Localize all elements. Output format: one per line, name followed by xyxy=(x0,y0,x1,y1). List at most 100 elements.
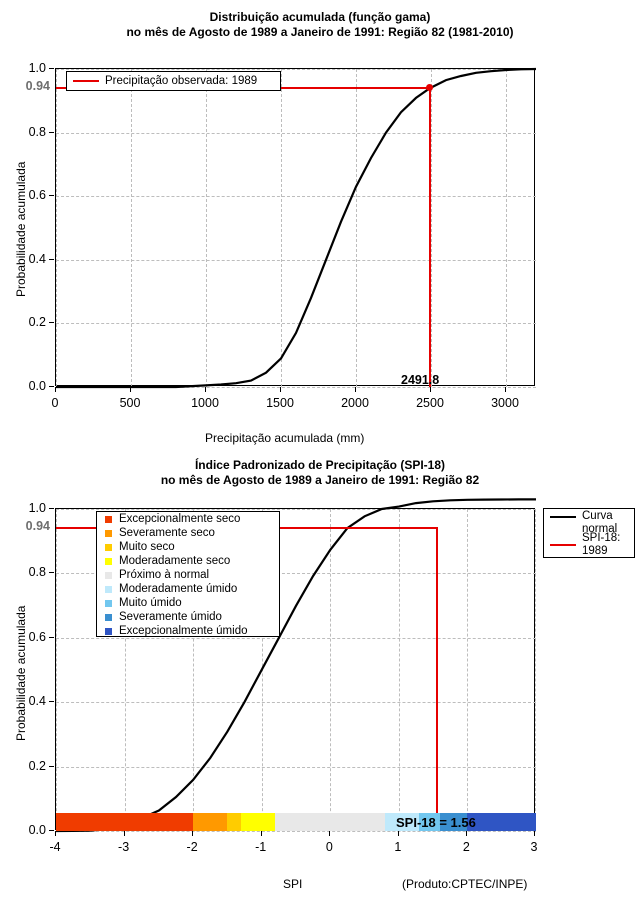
xtick-label-3: 3 xyxy=(530,840,538,854)
legend-item-severamente-seco: Severamente seco xyxy=(97,526,279,540)
observed-point-marker xyxy=(426,84,433,91)
xtick-mark xyxy=(534,831,535,836)
gridline-y-0.8 xyxy=(56,132,536,134)
legend-item-curva-normal: Curva normal xyxy=(544,509,634,537)
ytick-mark xyxy=(49,68,54,69)
category-color-swatch-icon xyxy=(105,613,112,621)
xtick-label--2: -2 xyxy=(186,840,198,854)
legend-item-label: Moderadamente seco xyxy=(119,554,231,567)
gridline-x-1 xyxy=(398,509,400,831)
category-color-swatch-icon xyxy=(105,529,112,537)
legend-item-muito-seco: Muito seco xyxy=(97,540,279,554)
legend-item-excepcionalmente-umido: Excepcionalmente úmido xyxy=(97,624,279,638)
colorbar-segment-moderadamente-umido xyxy=(385,813,420,831)
ytick-mark xyxy=(49,572,54,574)
gridline-y-1.0 xyxy=(56,69,536,70)
gridline-x-2000 xyxy=(356,69,357,387)
colorbar-segment-excepcionalmente-umido xyxy=(467,813,536,831)
xtick-label-3000: 3000 xyxy=(491,396,519,410)
category-color-swatch-icon xyxy=(105,557,112,565)
chart-title-spi: Índice Padronizado de Precipitação (SPI-… xyxy=(0,458,640,488)
chart-title-cumulative: Distribuição acumulada (função gama) no … xyxy=(0,10,640,40)
xtick-label-2500: 2500 xyxy=(416,396,444,410)
ytick-label-0.2: 0.2 xyxy=(28,758,46,773)
ytick-label-1.0: 1.0 xyxy=(28,501,46,515)
red-line-swatch-icon xyxy=(550,544,576,546)
xtick-mark xyxy=(505,387,506,392)
colorbar-segment-muito-seco xyxy=(227,813,242,831)
colorbar-segment-moderadamente-seco xyxy=(241,813,276,831)
yaxis-title-cumulative: Probabilidade acumulada xyxy=(14,161,28,297)
chart-panel-spi: Índice Padronizado de Precipitação (SPI-… xyxy=(0,450,640,900)
gridline-x-1000 xyxy=(206,69,207,387)
chart-title-line1: Distribuição acumulada (função gama) xyxy=(209,10,431,24)
gridline-y-0.6 xyxy=(56,637,536,639)
chart-title-line2: no mês de Agosto de 1989 a Janeiro de 19… xyxy=(126,25,514,39)
gridline-y-0.2 xyxy=(56,766,536,768)
gridline-y-0.0 xyxy=(56,831,536,832)
legend-curves-spi: Curva normal SPI-18: 1989 xyxy=(543,508,635,558)
ytick-label-0.0: 0.0 xyxy=(28,379,46,393)
gridline-x-0 xyxy=(56,69,57,387)
gridline-y-0.4 xyxy=(56,259,536,261)
legend-item-muito-umido: Muito úmido xyxy=(97,596,279,610)
xtick-label-1: 1 xyxy=(394,840,402,854)
xtick-label-500: 500 xyxy=(119,396,141,410)
spi-value-line xyxy=(436,527,438,831)
legend-item-label: Muito seco xyxy=(119,540,175,553)
gridline-y-1.0 xyxy=(56,509,536,510)
ytick-mark xyxy=(49,195,54,197)
xtick-mark xyxy=(55,831,56,836)
xtick-label-1000: 1000 xyxy=(191,396,219,410)
ytick-mark xyxy=(49,386,54,387)
ytick-label-0.8: 0.8 xyxy=(28,565,46,580)
legend-item-moderadamente-umido: Moderadamente úmido xyxy=(97,582,279,596)
xtick-label-2000: 2000 xyxy=(341,396,369,410)
ytick-label-1.0: 1.0 xyxy=(28,61,46,75)
ytick-label-0.0: 0.0 xyxy=(28,823,46,837)
legend-item-label: Moderadamente úmido xyxy=(119,582,238,595)
chart-panel-cumulative-gamma: Distribuição acumulada (função gama) no … xyxy=(0,10,640,445)
category-color-swatch-icon xyxy=(105,585,112,593)
ytick-label-0.2: 0.2 xyxy=(28,315,46,330)
gamma-cdf-curve xyxy=(56,67,537,389)
ytick-mark xyxy=(49,131,54,133)
product-credit: (Produto:CPTEC/INPE) xyxy=(402,877,528,891)
gridline-x-500 xyxy=(131,69,132,387)
colorbar-segment-muito-umido xyxy=(419,813,440,831)
gridline-x-0 xyxy=(330,509,332,831)
legend-item-label: Excepcionalmente úmido xyxy=(119,624,248,637)
xtick-mark xyxy=(430,387,431,392)
ytick-mark xyxy=(49,636,54,638)
gridline-y-0.6 xyxy=(56,196,536,198)
xtick-label-2: 2 xyxy=(462,840,470,854)
category-color-swatch-icon xyxy=(105,543,112,551)
xtick-mark xyxy=(123,831,125,836)
category-color-swatch-icon xyxy=(105,571,112,579)
xtick-label-0: 0 xyxy=(51,396,59,410)
legend-item-excepcionalmente-seco: Excepcionalmente seco xyxy=(97,512,279,526)
xtick-mark xyxy=(355,387,356,392)
xtick-mark xyxy=(260,831,262,836)
category-color-swatch-icon xyxy=(105,627,112,635)
colorbar-segment-severamente-seco xyxy=(193,813,228,831)
gridline-x-3000 xyxy=(506,69,507,387)
plot-area-cumulative: Precipitação observada: 1989 xyxy=(55,67,537,389)
chart-title-line1: Índice Padronizado de Precipitação (SPI-… xyxy=(194,458,446,472)
ytick-label-0.4: 0.4 xyxy=(28,694,46,709)
ytick-mark xyxy=(49,508,54,509)
xtick-mark xyxy=(192,831,194,836)
legend-item-proximo-a-normal: Próximo à normal xyxy=(97,568,279,582)
gridline-x-1500 xyxy=(281,69,282,387)
legend-item-label: SPI-18: 1989 xyxy=(582,532,621,557)
xtick-label-0: 0 xyxy=(325,840,333,854)
legend-item-spi-1989: SPI-18: 1989 xyxy=(544,532,634,557)
category-color-swatch-icon xyxy=(105,599,112,607)
chart-title-line2: no mês de Agosto de 1989 a Janeiro de 19… xyxy=(160,473,480,487)
gridline-x-3 xyxy=(535,509,536,831)
legend-item-label: Severamente seco xyxy=(119,526,215,539)
ytick-mark xyxy=(49,322,54,324)
xtick-mark xyxy=(466,831,468,836)
gridline-x--2 xyxy=(193,509,195,831)
legend-item: Precipitação observada: 1989 xyxy=(67,72,280,90)
